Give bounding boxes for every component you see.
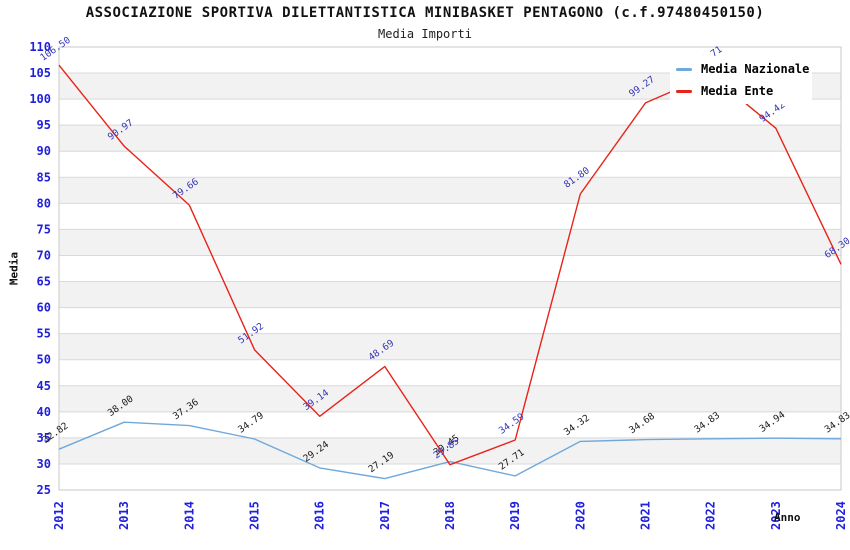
data-label: 34.59 (497, 411, 527, 437)
chart-subtitle: Media Importi (378, 27, 472, 41)
y-band (59, 385, 841, 412)
x-tick-label: 2020 (573, 501, 587, 530)
y-tick-label: 35 (37, 431, 51, 445)
y-tick-label: 30 (37, 457, 51, 471)
x-tick-label: 2016 (313, 501, 327, 530)
x-tick-label: 2014 (182, 501, 196, 530)
y-band (59, 281, 841, 308)
y-tick-label: 60 (37, 301, 51, 315)
legend-label: Media Nazionale (701, 62, 810, 76)
x-tick-label: 2021 (639, 501, 653, 530)
y-tick-label: 75 (37, 222, 51, 236)
y-tick-label: 25 (37, 483, 51, 497)
x-axis-title: Anno (774, 511, 801, 524)
x-tick-label: 2017 (378, 501, 392, 530)
x-tick-label: 2024 (834, 501, 848, 530)
legend-swatch-media-ente-icon (676, 89, 692, 93)
y-band (59, 125, 841, 152)
legend-swatch-media-nazionale-icon (676, 67, 692, 71)
data-label: 34.32 (562, 413, 592, 438)
data-label: 34.94 (758, 409, 788, 435)
y-band (59, 333, 841, 360)
y-tick-label: 50 (37, 353, 51, 367)
x-tick-label: 2015 (248, 501, 262, 530)
y-tick-label: 40 (37, 405, 51, 419)
series-line-media-nazionale (58, 421, 842, 480)
y-tick-label: 105 (29, 66, 51, 80)
x-tick-label: 2012 (52, 501, 66, 530)
y-tick-label: 110 (29, 40, 51, 54)
y-tick-label: 95 (37, 118, 51, 132)
y-tick-label: 85 (37, 170, 51, 184)
y-tick-label: 100 (29, 92, 51, 106)
legend: Media Nazionale Media Ente (670, 56, 812, 104)
y-tick-label: 45 (37, 379, 51, 393)
y-tick-label: 80 (37, 196, 51, 210)
data-label: 34.83 (692, 410, 722, 435)
x-tick-label: 2018 (443, 501, 457, 530)
y-axis-title: Media (7, 251, 21, 286)
y-tick-label: 55 (37, 327, 51, 341)
y-tick-label: 70 (37, 248, 51, 262)
legend-item-media-nazionale: Media Nazionale (676, 62, 812, 76)
x-tick-label: 2022 (704, 501, 718, 530)
y-band (59, 177, 841, 204)
data-label: 34.79 (236, 410, 266, 436)
chart-title: ASSOCIAZIONE SPORTIVA DILETTANTISTICA MI… (85, 5, 765, 21)
legend-item-media-ente: Media Ente (676, 84, 812, 98)
x-tick-label: 2019 (508, 501, 522, 530)
legend-label: Media Ente (701, 84, 774, 98)
x-tick-label: 2013 (117, 501, 131, 530)
y-band (59, 229, 841, 256)
y-tick-label: 90 (37, 144, 51, 158)
plot-border (58, 46, 842, 491)
y-tick-label: 65 (37, 275, 51, 289)
data-label: 34.83 (823, 410, 850, 435)
y-band (59, 437, 841, 464)
x-tick-label: 2023 (769, 501, 783, 530)
data-label: 34.68 (627, 411, 657, 437)
